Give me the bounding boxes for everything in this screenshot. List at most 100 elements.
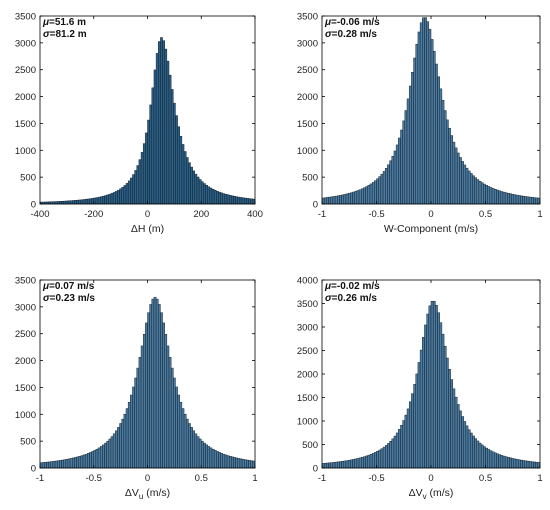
histogram-bar (417, 31, 421, 205)
histogram-bar (155, 298, 159, 469)
histogram-bar (104, 195, 107, 205)
histogram-bar (509, 457, 512, 469)
histogram-bar (520, 459, 523, 469)
histogram-bar (480, 444, 484, 469)
histogram-bar (408, 85, 412, 205)
histogram-bar (158, 41, 161, 205)
histogram-bar (463, 164, 467, 205)
histogram-bar (441, 333, 445, 469)
histogram-bar (476, 179, 480, 205)
histogram-bar (211, 448, 215, 469)
x-axis-label: W-Component (m/s) (384, 223, 478, 235)
histogram-bar (160, 312, 163, 469)
histogram-bar (123, 185, 127, 205)
histogram-bar (222, 193, 226, 205)
histogram-bar (67, 200, 71, 205)
histogram-bar (491, 188, 495, 205)
histogram-bar (183, 413, 187, 469)
histogram-bar (65, 459, 69, 469)
y-tick-label: 500 (302, 173, 318, 184)
histogram-bar (112, 433, 116, 469)
y-tick-label: 3000 (297, 323, 318, 334)
histogram-bar (524, 196, 528, 205)
histogram-bar (504, 456, 508, 469)
histogram-bar (117, 189, 120, 205)
histogram-bar (367, 454, 371, 469)
histogram-bar (487, 449, 491, 469)
histogram-bar (250, 460, 254, 469)
histogram-bar (140, 152, 144, 205)
histogram-bar (162, 40, 165, 205)
histogram-bar (432, 51, 436, 205)
histogram-bar (461, 416, 464, 469)
histogram-bar (158, 304, 161, 469)
histogram-bar (334, 195, 338, 205)
x-tick-label: -1 (36, 473, 44, 484)
histogram-bar (145, 132, 148, 205)
histogram-bar (207, 186, 211, 205)
histogram-bar (526, 196, 530, 205)
histogram-bar (82, 199, 86, 205)
histogram-bar (528, 461, 532, 469)
histogram-bar (203, 442, 206, 469)
histogram-bar (387, 443, 390, 469)
histogram-bar (323, 197, 327, 205)
x-axis-label: ΔVv (m/s) (409, 487, 454, 501)
histogram-bar (330, 196, 334, 205)
histogram-bar (435, 304, 438, 469)
histogram-bar (140, 345, 144, 469)
histogram-bar (456, 404, 460, 469)
histogram-bar (517, 195, 521, 205)
y-tick-label: 3500 (15, 276, 36, 287)
histogram-bar (459, 157, 462, 205)
histogram-bar (205, 185, 208, 205)
histogram-bar (443, 345, 447, 469)
histogram-bar (145, 322, 148, 469)
histogram-bar (228, 456, 232, 469)
histogram-bar (250, 198, 254, 205)
histogram-bar (369, 183, 373, 205)
histogram-bar (112, 192, 116, 205)
y-tick-label: 2500 (15, 329, 36, 340)
histogram-bar (474, 438, 478, 469)
histogram-bar (138, 357, 142, 469)
histogram-bar (387, 164, 390, 205)
histogram-bar (389, 160, 392, 205)
histogram-bar (220, 453, 223, 469)
histogram-bar (448, 369, 451, 469)
histogram-bar (235, 457, 239, 469)
x-tick-label: 1 (537, 209, 542, 220)
histogram-bar (226, 455, 230, 469)
histogram-bar (123, 413, 127, 469)
histogram-bar (330, 462, 334, 469)
histogram-bar (507, 193, 510, 205)
histogram-bar (430, 39, 434, 205)
histogram-bar (97, 447, 101, 469)
y-tick-label: 2000 (15, 356, 36, 367)
x-tick-label: 1 (252, 473, 257, 484)
histogram-bar (175, 386, 178, 469)
histogram-bar (190, 166, 193, 205)
histogram-bar (446, 119, 449, 205)
histogram-bar (80, 199, 84, 205)
histogram-bar (378, 449, 382, 469)
histogram-bar (248, 198, 251, 205)
histogram-bar (72, 200, 75, 205)
x-tick-label: -0.5 (368, 473, 384, 484)
histogram-panel-3: -1 -0.5 0 0.5 1 0 500 1000 1500 2000 2500 3000 3500 Δ… (15, 276, 258, 502)
x-tick-label: 1 (537, 473, 542, 484)
histogram-bar (61, 459, 64, 469)
histogram-bar (415, 373, 419, 469)
histogram-bar (467, 170, 471, 205)
histogram-bar (411, 393, 414, 469)
histogram-bar (220, 192, 223, 205)
histogram-bar (194, 433, 198, 469)
histogram-bar (402, 420, 406, 469)
histogram-bar (63, 459, 67, 469)
histogram-bar (50, 461, 54, 469)
histogram-bar (231, 456, 234, 469)
histogram-bar (168, 357, 172, 469)
histogram-bar (535, 461, 539, 469)
histogram-bar (76, 199, 79, 205)
